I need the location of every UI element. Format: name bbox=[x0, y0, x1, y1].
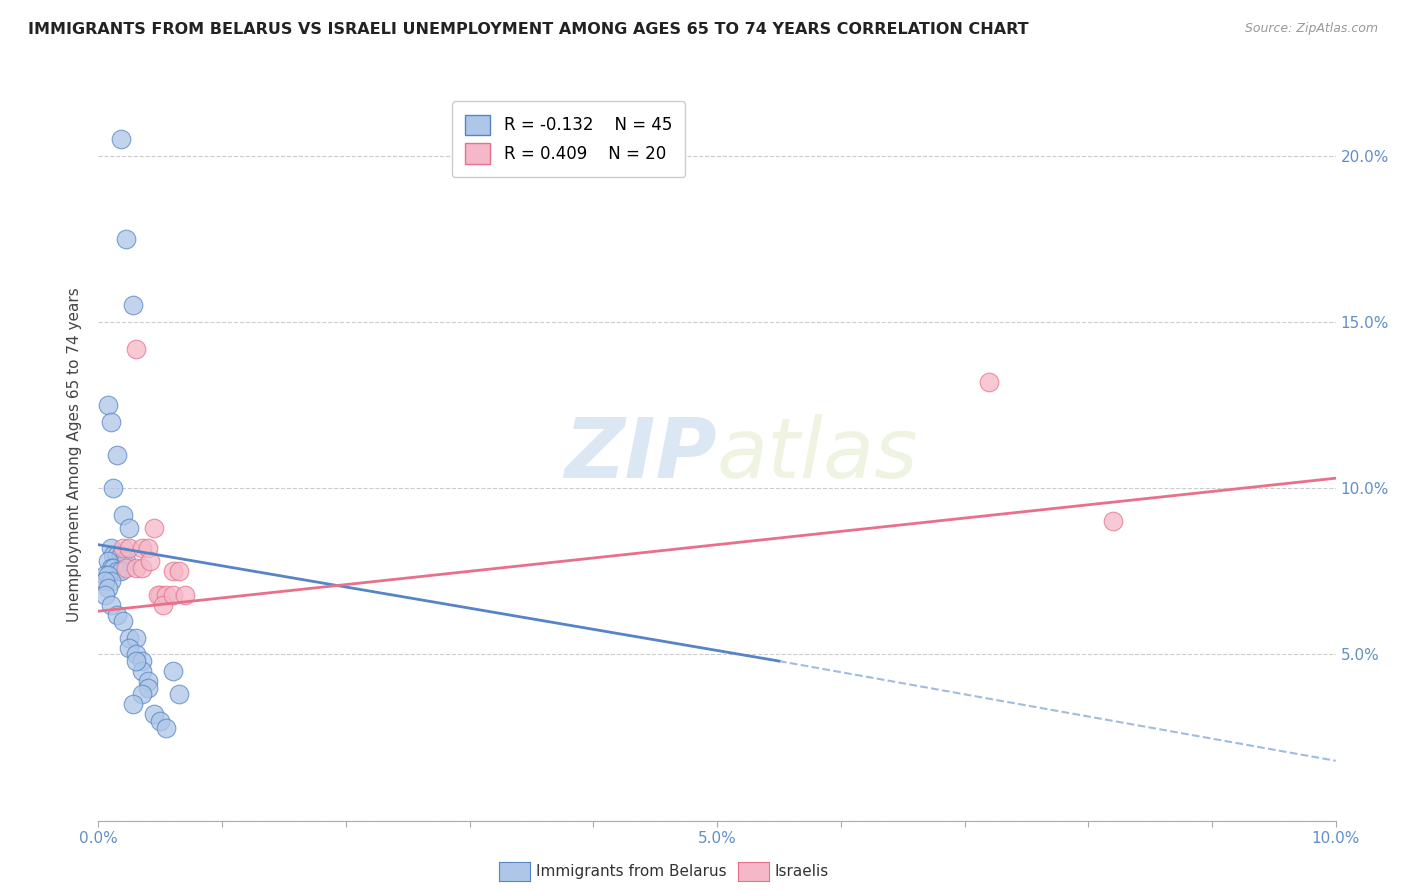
Point bbox=[114, 561, 136, 575]
Point bbox=[136, 541, 159, 555]
Point bbox=[979, 375, 1001, 389]
Point bbox=[162, 564, 184, 578]
Point bbox=[162, 664, 184, 678]
Y-axis label: Unemployment Among Ages 65 to 74 years: Unemployment Among Ages 65 to 74 years bbox=[67, 287, 83, 623]
Point bbox=[1102, 515, 1125, 529]
Point bbox=[131, 664, 153, 678]
Point bbox=[100, 541, 122, 555]
Point bbox=[105, 607, 128, 622]
Point bbox=[118, 521, 141, 535]
Point bbox=[143, 521, 166, 535]
Point bbox=[100, 415, 122, 429]
Point bbox=[139, 554, 162, 568]
Point bbox=[93, 567, 115, 582]
Point bbox=[110, 132, 132, 146]
Point bbox=[174, 588, 197, 602]
Point bbox=[124, 561, 146, 575]
Point bbox=[118, 541, 141, 555]
Point bbox=[97, 398, 120, 412]
Point bbox=[124, 654, 146, 668]
Point bbox=[136, 673, 159, 688]
Point bbox=[105, 448, 128, 462]
Point bbox=[149, 588, 172, 602]
Point bbox=[100, 574, 122, 589]
Point bbox=[162, 588, 184, 602]
Point bbox=[105, 548, 128, 562]
Point bbox=[118, 640, 141, 655]
Point bbox=[143, 707, 166, 722]
Point bbox=[124, 342, 146, 356]
Point bbox=[155, 588, 177, 602]
Point bbox=[131, 541, 153, 555]
Point bbox=[105, 564, 128, 578]
Point bbox=[110, 564, 132, 578]
Point bbox=[122, 298, 145, 312]
Point bbox=[114, 232, 136, 246]
Point bbox=[124, 631, 146, 645]
Point bbox=[97, 567, 120, 582]
Point bbox=[167, 564, 190, 578]
Point bbox=[93, 574, 115, 589]
Point bbox=[152, 598, 174, 612]
Text: Israelis: Israelis bbox=[775, 864, 830, 879]
Point bbox=[103, 548, 125, 562]
Point bbox=[167, 687, 190, 701]
Point bbox=[110, 548, 132, 562]
Legend: R = -0.132    N = 45, R = 0.409    N = 20: R = -0.132 N = 45, R = 0.409 N = 20 bbox=[451, 101, 685, 177]
Point bbox=[131, 561, 153, 575]
Point bbox=[136, 681, 159, 695]
Point bbox=[103, 561, 125, 575]
Text: ZIP: ZIP bbox=[564, 415, 717, 495]
Point bbox=[112, 614, 135, 628]
Point bbox=[112, 554, 135, 568]
Point bbox=[122, 698, 145, 712]
Point bbox=[97, 554, 120, 568]
Point bbox=[103, 481, 125, 495]
Point bbox=[149, 714, 172, 728]
Point bbox=[100, 561, 122, 575]
Point bbox=[131, 654, 153, 668]
Text: IMMIGRANTS FROM BELARUS VS ISRAELI UNEMPLOYMENT AMONG AGES 65 TO 74 YEARS CORREL: IMMIGRANTS FROM BELARUS VS ISRAELI UNEMP… bbox=[28, 22, 1029, 37]
Point bbox=[118, 631, 141, 645]
Text: Immigrants from Belarus: Immigrants from Belarus bbox=[536, 864, 727, 879]
Point bbox=[155, 721, 177, 735]
Point bbox=[97, 581, 120, 595]
Point bbox=[124, 648, 146, 662]
Text: atlas: atlas bbox=[717, 415, 918, 495]
Point bbox=[100, 598, 122, 612]
Point bbox=[112, 508, 135, 522]
Point bbox=[114, 554, 136, 568]
Point bbox=[131, 687, 153, 701]
Point bbox=[112, 541, 135, 555]
Point bbox=[146, 588, 169, 602]
Point bbox=[93, 588, 115, 602]
Text: Source: ZipAtlas.com: Source: ZipAtlas.com bbox=[1244, 22, 1378, 36]
